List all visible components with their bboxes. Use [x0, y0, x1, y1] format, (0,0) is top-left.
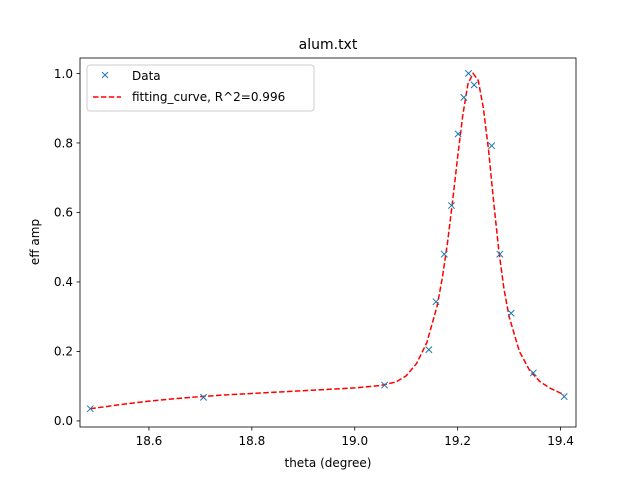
- y-tick-label: 0.4: [54, 275, 73, 289]
- x-axis-label: theta (degree): [285, 456, 372, 470]
- data-point-marker: [440, 250, 448, 258]
- data-point-marker: [507, 309, 515, 317]
- data-point-marker: [529, 369, 537, 377]
- y-tick-label: 1.0: [54, 67, 73, 81]
- plot-area: [86, 69, 568, 413]
- data-point-marker: [381, 381, 389, 389]
- chart-title: alum.txt: [299, 37, 358, 53]
- legend-box: [86, 64, 315, 112]
- data-point-marker: [488, 142, 496, 150]
- data-point-marker: [432, 298, 440, 306]
- y-tick-label: 0.0: [54, 414, 73, 428]
- data-point-marker: [560, 393, 568, 401]
- data-point-marker: [464, 69, 473, 78]
- data-marker-layer: [86, 69, 568, 413]
- x-tick-label: 18.8: [238, 434, 265, 448]
- data-point-marker: [425, 346, 433, 354]
- y-axis-ticks: 0.0 0.2 0.4 0.6 0.8 1.0: [54, 67, 80, 428]
- x-tick-label: 19.2: [444, 434, 471, 448]
- data-point-marker: [199, 393, 208, 401]
- data-point-marker: [454, 130, 462, 138]
- x-tick-label: 19.0: [341, 434, 368, 448]
- data-point-marker: [460, 93, 468, 101]
- x-tick-label: 18.6: [136, 434, 163, 448]
- fit-curve-line: [90, 72, 565, 410]
- y-axis-label: eff amp: [28, 219, 42, 265]
- y-tick-label: 0.8: [54, 136, 73, 150]
- axes-frame: [79, 57, 577, 428]
- data-point-marker: [86, 405, 94, 413]
- fit-curve-layer: [90, 72, 565, 410]
- x-tick-label: 19.4: [547, 434, 574, 448]
- data-point-marker: [496, 250, 504, 258]
- legend: Data fitting_curve, R^2=0.996: [86, 64, 315, 112]
- x-axis-ticks: 18.6 18.8 19.0 19.2 19.4: [136, 427, 574, 448]
- legend-label-data: Data: [132, 69, 161, 83]
- legend-marker-icon: [101, 71, 109, 79]
- y-tick-label: 0.2: [54, 345, 73, 359]
- data-point-marker: [447, 201, 456, 210]
- legend-label-fit: fitting_curve, R^2=0.996: [132, 90, 285, 104]
- data-point-marker: [470, 81, 478, 89]
- y-tick-label: 0.6: [54, 206, 73, 220]
